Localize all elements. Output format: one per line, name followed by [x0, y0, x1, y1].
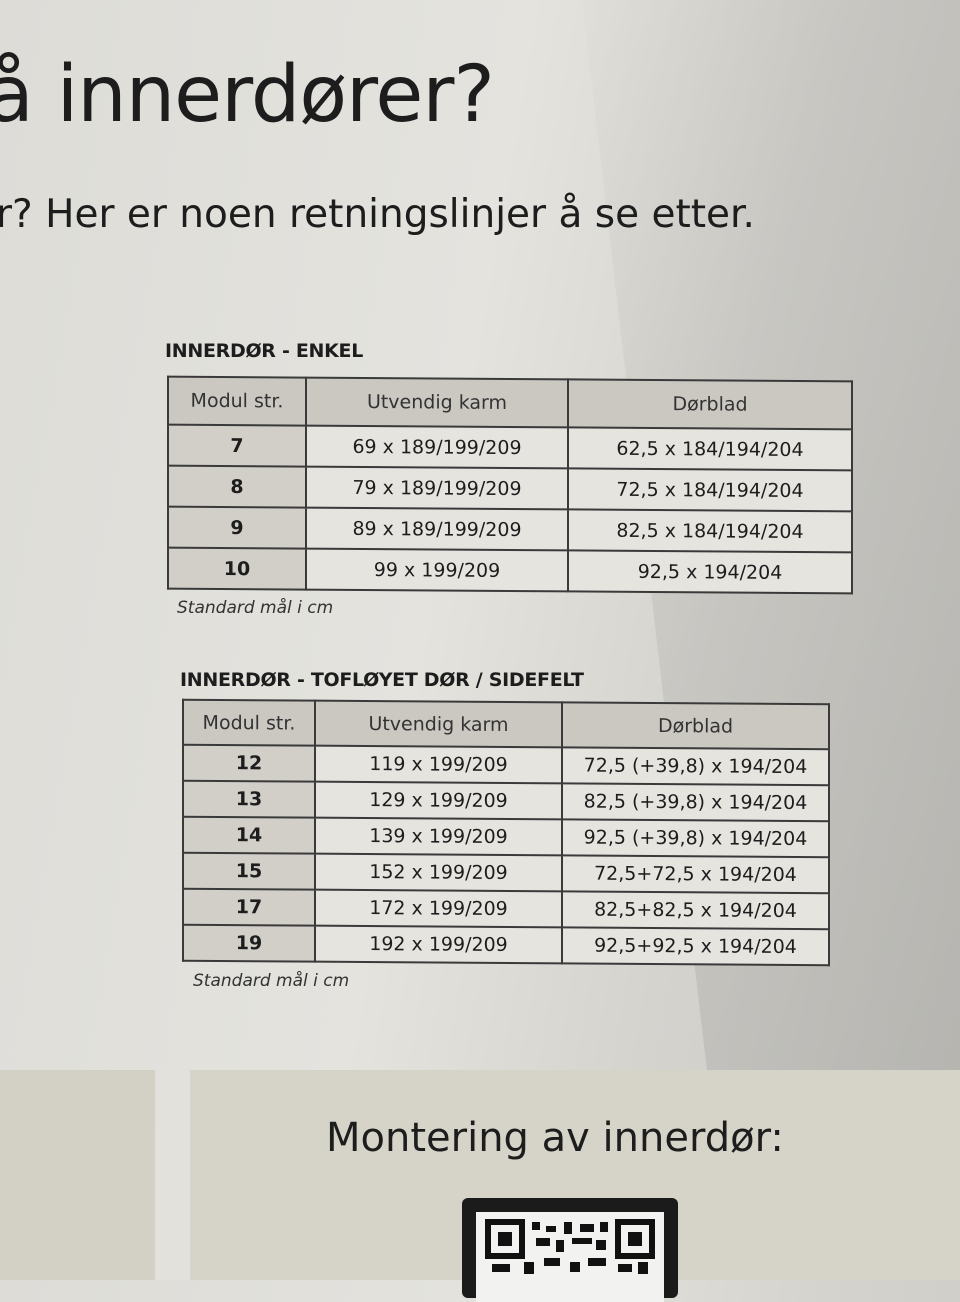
table-single: Modul str. Utvendig karm Dørblad 7 69 x … [167, 376, 853, 595]
cell-frame: 192 x 199/209 [315, 925, 562, 964]
column-header: Dørblad [562, 702, 829, 750]
table-row: 15 152 x 199/209 72,5+72,5 x 194/204 [183, 852, 829, 894]
column-header: Dørblad [568, 379, 852, 430]
column-header: Modul str. [168, 376, 306, 426]
table-header-row: Modul str. Utvendig karm Dørblad [183, 699, 829, 750]
table-note: Standard mål i cm [177, 598, 334, 618]
column-header: Utvendig karm [315, 700, 562, 748]
table-header-row: Modul str. Utvendig karm Dørblad [168, 376, 852, 430]
table-row: 13 129 x 199/209 82,5 (+39,8) x 194/204 [183, 780, 829, 822]
table-row: 17 172 x 199/209 82,5+82,5 x 194/204 [183, 888, 829, 930]
cell-door-leaf: 82,5 x 184/194/204 [568, 509, 852, 553]
table-row: 14 139 x 199/209 92,5 (+39,8) x 194/204 [183, 816, 829, 858]
page-title: å innerdører? [0, 50, 495, 140]
column-header: Utvendig karm [306, 377, 568, 428]
cell-door-leaf: 92,5 x 194/204 [568, 550, 852, 594]
left-panel [0, 1070, 155, 1280]
cell-frame: 119 x 199/209 [315, 745, 562, 784]
table-note: Standard mål i cm [193, 971, 350, 991]
table-row: 8 79 x 189/199/209 72,5 x 184/194/204 [168, 465, 852, 512]
cell-module: 19 [183, 924, 315, 962]
cell-frame: 99 x 199/209 [306, 548, 568, 592]
cell-frame: 172 x 199/209 [315, 889, 562, 928]
qr-pattern-icon [485, 1219, 655, 1274]
section-title-double: INNERDØR - TOFLØYET DØR / SIDEFELT [180, 669, 584, 691]
cell-door-leaf: 72,5 x 184/194/204 [568, 468, 852, 512]
table-row: 19 192 x 199/209 92,5+92,5 x 194/204 [183, 924, 829, 966]
cell-door-leaf: 82,5 (+39,8) x 194/204 [562, 783, 829, 822]
cell-door-leaf: 92,5+92,5 x 194/204 [562, 927, 829, 966]
cell-frame: 139 x 199/209 [315, 817, 562, 856]
cell-door-leaf: 92,5 (+39,8) x 194/204 [562, 819, 829, 858]
cell-module: 17 [183, 888, 315, 926]
mounting-title: Montering av innerdør: [326, 1115, 784, 1161]
table-double: Modul str. Utvendig karm Dørblad 12 119 … [182, 699, 830, 967]
cell-frame: 69 x 189/199/209 [306, 425, 568, 469]
cell-module: 9 [168, 506, 306, 549]
cell-module: 12 [183, 744, 315, 782]
column-header: Modul str. [183, 699, 315, 746]
cell-frame: 79 x 189/199/209 [306, 466, 568, 510]
cell-frame: 129 x 199/209 [315, 781, 562, 820]
table-row: 10 99 x 199/209 92,5 x 194/204 [168, 547, 852, 594]
qr-code-icon[interactable] [462, 1198, 678, 1302]
cell-module: 13 [183, 780, 315, 818]
table-row: 12 119 x 199/209 72,5 (+39,8) x 194/204 [183, 744, 829, 786]
cell-module: 7 [168, 424, 306, 467]
section-title-single: INNERDØR - ENKEL [165, 340, 364, 362]
page-subtitle: r? Her er noen retningslinjer å se etter… [0, 192, 755, 237]
cell-module: 14 [183, 816, 315, 854]
cell-door-leaf: 72,5+72,5 x 194/204 [562, 855, 829, 894]
cell-door-leaf: 62,5 x 184/194/204 [568, 427, 852, 471]
cell-frame: 89 x 189/199/209 [306, 507, 568, 551]
table-row: 9 89 x 189/199/209 82,5 x 184/194/204 [168, 506, 852, 553]
cell-module: 15 [183, 852, 315, 890]
cell-frame: 152 x 199/209 [315, 853, 562, 892]
cell-door-leaf: 72,5 (+39,8) x 194/204 [562, 747, 829, 786]
cell-module: 10 [168, 547, 306, 590]
cell-door-leaf: 82,5+82,5 x 194/204 [562, 891, 829, 930]
table-row: 7 69 x 189/199/209 62,5 x 184/194/204 [168, 424, 852, 471]
cell-module: 8 [168, 465, 306, 508]
